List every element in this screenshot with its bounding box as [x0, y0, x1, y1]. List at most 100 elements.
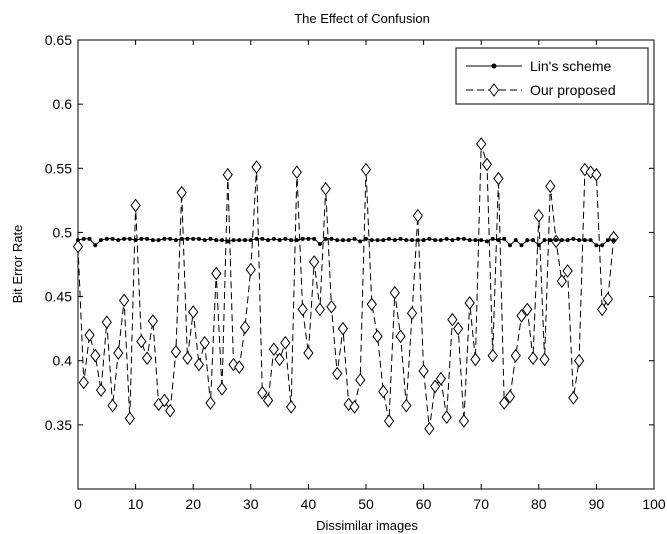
data-point: [533, 208, 544, 223]
data-point: [251, 160, 262, 174]
data-point: [352, 236, 357, 241]
data-point: [602, 292, 614, 306]
data-point: [159, 393, 170, 408]
data-point: [118, 293, 130, 308]
data-point: [539, 352, 550, 367]
legend: Lin's scheme Our proposed: [455, 47, 649, 105]
legend-marker: [491, 63, 497, 69]
x-tick-label: 60: [416, 496, 432, 512]
data-point: [548, 238, 553, 243]
x-tick-label: 70: [473, 496, 489, 512]
data-point: [205, 396, 216, 410]
data-point: [412, 208, 423, 223]
data-point: [179, 236, 184, 241]
data-point: [237, 238, 242, 243]
data-point: [116, 238, 121, 243]
data-point: [453, 321, 464, 336]
series-1: [72, 137, 619, 436]
data-point: [568, 391, 579, 405]
data-point: [317, 241, 322, 246]
data-point: [591, 167, 602, 182]
data-point: [484, 239, 489, 244]
data-point: [479, 238, 484, 243]
data-point: [536, 243, 541, 248]
data-point: [611, 238, 616, 243]
series-0: [76, 236, 616, 248]
data-point: [99, 238, 104, 243]
data-point: [133, 238, 138, 243]
data-point: [216, 382, 228, 396]
data-point: [435, 371, 447, 386]
data-point: [228, 357, 239, 372]
data-point: [369, 238, 374, 243]
data-point: [577, 238, 582, 243]
data-point: [173, 238, 178, 243]
data-point: [398, 236, 403, 241]
data-point: [389, 285, 400, 300]
data-point: [410, 238, 415, 243]
data-point: [191, 236, 196, 241]
data-point: [245, 262, 256, 277]
y-tick-label: 0.45: [45, 289, 72, 305]
data-point: [170, 344, 182, 359]
data-point: [231, 238, 236, 243]
data-point: [214, 238, 219, 243]
data-point: [556, 274, 567, 289]
data-point: [147, 314, 159, 328]
data-point: [458, 414, 470, 428]
data-point: [346, 238, 351, 243]
data-point: [145, 236, 150, 241]
data-point: [588, 238, 593, 243]
data-point: [168, 236, 173, 241]
y-tick-label: 0.4: [53, 353, 73, 369]
data-point: [156, 238, 161, 243]
data-point: [78, 375, 89, 390]
data-point: [320, 181, 331, 196]
data-point: [401, 398, 412, 413]
data-point: [441, 410, 452, 424]
data-point: [404, 238, 409, 243]
data-point: [260, 236, 265, 241]
data-point: [508, 243, 512, 248]
data-point: [381, 238, 386, 243]
data-point: [113, 346, 124, 360]
data-point: [222, 167, 233, 182]
y-tick-label: 0.6: [53, 96, 73, 112]
y-tick-label: 0.55: [45, 160, 72, 176]
data-point: [542, 238, 547, 243]
data-point: [104, 236, 109, 241]
legend-marker: [488, 83, 500, 97]
data-point: [303, 346, 314, 360]
data-point: [516, 308, 527, 323]
data-point: [271, 236, 276, 241]
data-point: [332, 366, 343, 381]
y-tick-label: 0.35: [45, 417, 72, 433]
data-point: [496, 238, 501, 243]
data-point: [450, 238, 455, 243]
data-point: [72, 239, 84, 254]
data-point: [360, 162, 372, 177]
data-point: [456, 236, 461, 241]
data-point: [372, 329, 383, 344]
data-point: [444, 236, 449, 241]
y-tick-label: 0.65: [45, 32, 72, 48]
data-point: [476, 137, 487, 151]
data-point: [208, 236, 213, 241]
data-point: [427, 236, 432, 241]
data-point: [87, 236, 92, 241]
data-point: [554, 238, 559, 243]
data-point: [531, 238, 536, 243]
data-point: [527, 351, 539, 365]
data-point: [107, 398, 118, 413]
data-point: [127, 236, 132, 241]
data-point: [185, 236, 190, 241]
data-point: [274, 352, 285, 367]
data-point: [364, 236, 368, 241]
data-point: [504, 389, 516, 404]
data-point: [383, 414, 395, 428]
data-point: [594, 243, 599, 248]
data-point: [490, 236, 495, 241]
data-point: [335, 238, 340, 243]
x-tick-label: 80: [531, 496, 547, 512]
